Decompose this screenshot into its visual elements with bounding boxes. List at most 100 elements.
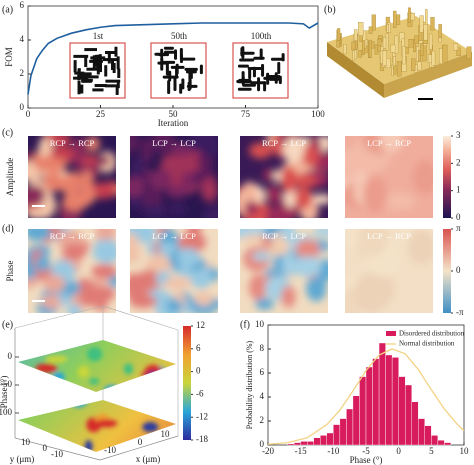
pillar xyxy=(386,24,389,33)
inset-bar xyxy=(199,64,203,75)
blob xyxy=(144,364,162,381)
blob xyxy=(57,176,82,194)
map-title: LCP → LCP xyxy=(152,231,196,241)
blob xyxy=(45,355,68,364)
hist-bar xyxy=(352,395,360,446)
inset-bar xyxy=(86,67,100,71)
blob xyxy=(92,320,116,332)
pillar xyxy=(431,50,436,66)
x-axis-label: Iteration xyxy=(158,118,189,128)
x-tick-label: 0 xyxy=(396,446,401,456)
pillar xyxy=(394,35,399,54)
blob xyxy=(56,329,79,344)
field-map xyxy=(345,136,433,218)
pillar xyxy=(411,58,416,71)
pillar xyxy=(382,37,387,49)
blob xyxy=(27,389,40,392)
x-axis-label: x (μm) xyxy=(136,454,161,464)
blob xyxy=(379,136,403,153)
y-tick-label: 0 xyxy=(260,439,265,449)
blob xyxy=(66,340,89,343)
blob xyxy=(252,251,271,261)
hist-bar xyxy=(320,435,327,446)
inset-bar xyxy=(107,52,111,64)
panel-label: (d) xyxy=(2,223,14,234)
inset-bar xyxy=(242,83,256,87)
blob xyxy=(202,207,218,218)
hist-bar xyxy=(411,401,419,446)
inset-bar xyxy=(94,84,107,88)
blob xyxy=(242,233,268,244)
blob xyxy=(28,185,46,206)
z-axis-label: Phase (°) xyxy=(0,376,9,409)
blob xyxy=(94,155,111,166)
map-title: LCP → RCP xyxy=(367,138,411,148)
blob xyxy=(130,273,150,299)
map-title: RCP → LCP xyxy=(262,138,306,148)
y-tick-label: 4 xyxy=(20,34,25,44)
pillar xyxy=(430,17,435,31)
pillar xyxy=(380,50,384,64)
x-tick-label: 5 xyxy=(429,446,434,456)
inset-bar xyxy=(160,60,176,64)
map-title: RCP → RCP xyxy=(50,138,95,148)
inset-bar xyxy=(237,64,249,68)
inset-bar xyxy=(77,80,81,95)
colorbar xyxy=(443,229,451,313)
blob xyxy=(62,191,89,211)
inset-bar xyxy=(185,70,197,74)
inset-bar xyxy=(237,87,252,91)
inset-label: 1st xyxy=(93,31,104,41)
inset-bar xyxy=(163,46,174,50)
y-tick-label: 2 xyxy=(260,415,265,425)
blob xyxy=(38,136,53,159)
field-map xyxy=(130,136,218,218)
blob xyxy=(248,274,267,301)
pillar xyxy=(357,50,363,58)
pillar xyxy=(429,33,433,50)
blob xyxy=(30,340,44,342)
row-label: Amplitude xyxy=(5,158,15,197)
y-tick-label: 6 xyxy=(20,0,25,10)
blob xyxy=(103,385,120,392)
inset-bar xyxy=(266,72,270,85)
inset-bar xyxy=(84,56,88,68)
blob xyxy=(88,377,100,385)
y-tick-label: 2 xyxy=(20,68,25,78)
blob xyxy=(160,321,178,327)
pillar xyxy=(385,33,389,51)
blob xyxy=(265,185,281,204)
blob xyxy=(35,316,51,324)
pillar xyxy=(358,22,364,36)
blob xyxy=(168,203,187,215)
blob xyxy=(105,324,128,339)
inset-bar xyxy=(105,79,121,83)
pillar xyxy=(377,38,382,46)
pillar xyxy=(337,28,341,41)
blob xyxy=(130,229,154,244)
inset-bar xyxy=(114,46,118,57)
legend-swatch xyxy=(386,331,396,336)
x-tick-label: 10 xyxy=(161,429,171,439)
blob xyxy=(194,291,214,307)
blob xyxy=(281,285,296,308)
blob xyxy=(93,239,116,264)
inset-bar xyxy=(236,79,250,83)
blob xyxy=(86,136,100,152)
blob xyxy=(91,264,116,279)
blob xyxy=(130,176,145,198)
field-map xyxy=(28,136,116,218)
pillar xyxy=(408,7,411,23)
hist-bar xyxy=(418,418,425,446)
colorbar-label: -18 xyxy=(196,434,208,444)
blob xyxy=(130,157,146,178)
colorbar-label: 3 xyxy=(456,130,461,140)
pillar xyxy=(408,39,414,48)
blob xyxy=(17,373,30,379)
blob xyxy=(205,136,218,151)
pillar xyxy=(453,43,459,51)
field-map xyxy=(28,229,116,313)
box-edge xyxy=(14,328,179,461)
inset-bar xyxy=(77,68,81,79)
blob xyxy=(150,168,172,191)
